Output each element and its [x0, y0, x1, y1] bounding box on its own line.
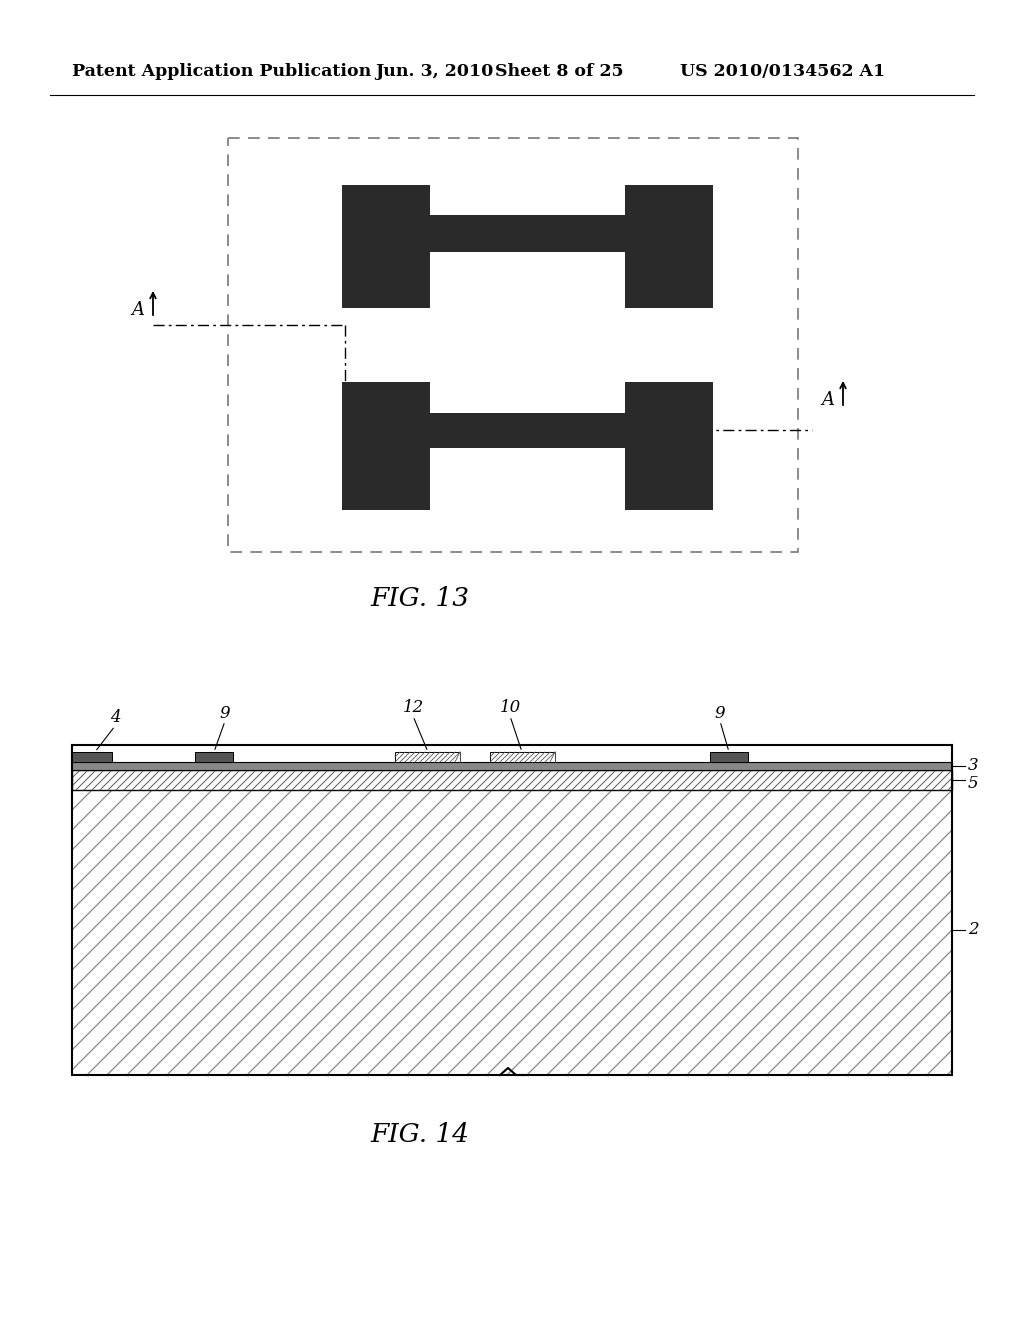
Text: Patent Application Publication: Patent Application Publication — [72, 63, 372, 81]
Bar — [490, 752, 555, 762]
Text: 10: 10 — [500, 700, 520, 717]
Bar — [430, 215, 625, 252]
Text: A: A — [131, 301, 144, 319]
Text: 12: 12 — [402, 700, 424, 717]
Bar — [710, 752, 748, 762]
Text: FIG. 13: FIG. 13 — [371, 586, 469, 610]
Text: 9: 9 — [715, 705, 725, 722]
Bar — [72, 752, 112, 762]
Bar — [228, 139, 798, 552]
Bar — [430, 413, 625, 447]
Bar — [395, 752, 460, 762]
Text: A: A — [821, 391, 835, 409]
Text: 3: 3 — [968, 758, 979, 775]
Text: US 2010/0134562 A1: US 2010/0134562 A1 — [680, 63, 885, 81]
Bar — [72, 744, 952, 1074]
Text: 5: 5 — [968, 775, 979, 792]
Bar — [625, 381, 713, 510]
Text: 9: 9 — [220, 705, 230, 722]
Text: 2: 2 — [968, 921, 979, 939]
Text: Jun. 3, 2010: Jun. 3, 2010 — [375, 63, 494, 81]
Bar — [195, 752, 233, 762]
Bar — [342, 381, 430, 510]
Bar — [342, 185, 430, 308]
Text: FIG. 14: FIG. 14 — [371, 1122, 469, 1147]
Bar — [72, 789, 952, 1074]
Bar — [625, 185, 713, 308]
Bar — [72, 770, 952, 789]
Bar — [72, 762, 952, 770]
Text: 4: 4 — [110, 710, 120, 726]
Text: Sheet 8 of 25: Sheet 8 of 25 — [495, 63, 624, 81]
